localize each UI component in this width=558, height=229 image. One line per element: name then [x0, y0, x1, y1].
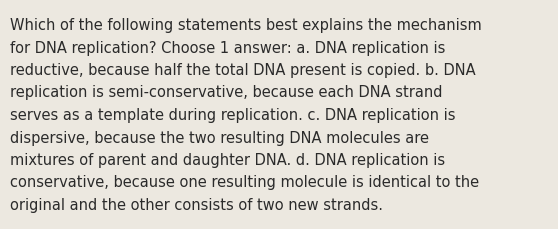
Text: for DNA replication? Choose 1 answer: a. DNA replication is: for DNA replication? Choose 1 answer: a.…	[10, 40, 445, 55]
Text: conservative, because one resulting molecule is identical to the: conservative, because one resulting mole…	[10, 175, 479, 190]
Text: original and the other consists of two new strands.: original and the other consists of two n…	[10, 197, 383, 212]
Text: mixtures of parent and daughter DNA. d. DNA replication is: mixtures of parent and daughter DNA. d. …	[10, 152, 445, 167]
Text: serves as a template during replication. c. DNA replication is: serves as a template during replication.…	[10, 108, 455, 123]
Text: replication is semi-conservative, because each DNA strand: replication is semi-conservative, becaus…	[10, 85, 442, 100]
Text: Which of the following statements best explains the mechanism: Which of the following statements best e…	[10, 18, 482, 33]
Text: dispersive, because the two resulting DNA molecules are: dispersive, because the two resulting DN…	[10, 130, 429, 145]
Text: reductive, because half the total DNA present is copied. b. DNA: reductive, because half the total DNA pr…	[10, 63, 475, 78]
